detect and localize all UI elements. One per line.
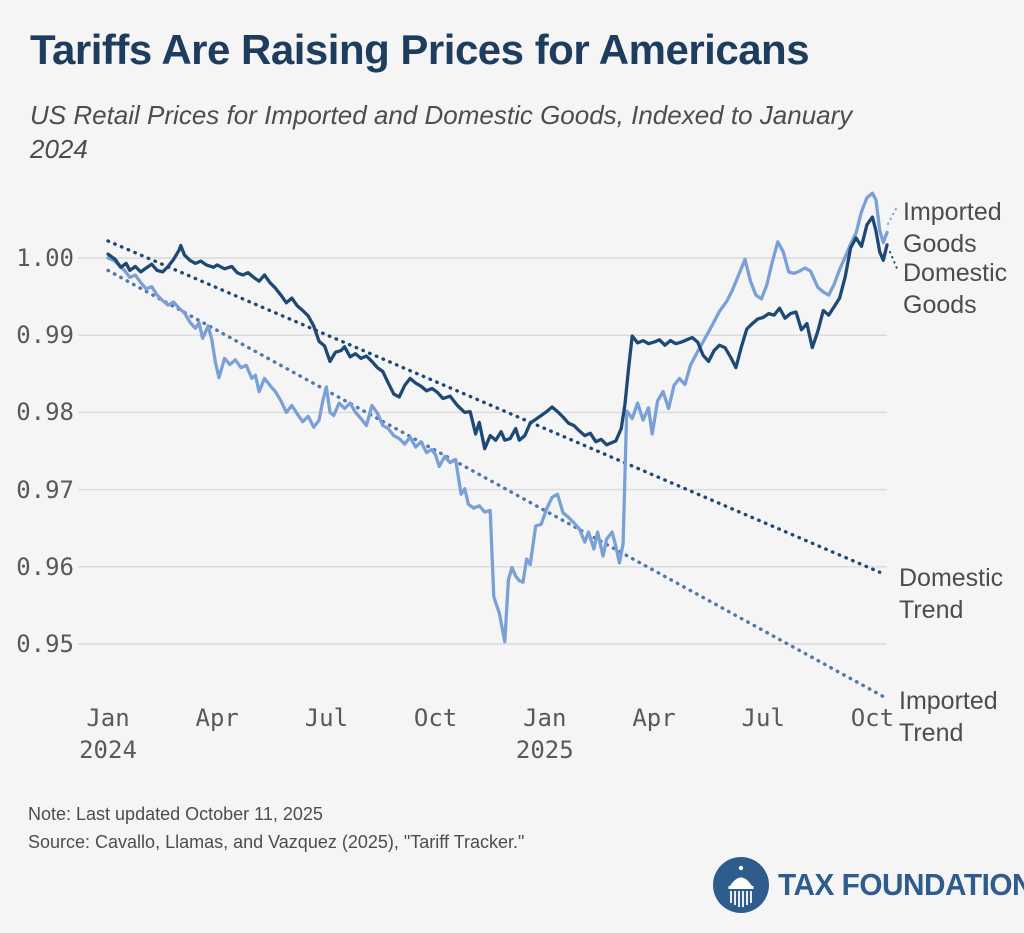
logo-wordmark: TAX FOUNDATION bbox=[778, 867, 1024, 902]
series-domestic-trend bbox=[106, 239, 882, 574]
chart-source: Source: Cavallo, Llamas, and Vazquez (20… bbox=[28, 832, 525, 852]
x-tick-year-label: 2025 bbox=[515, 736, 574, 764]
chart-subtitle: US Retail Prices for Imported and Domest… bbox=[30, 100, 853, 164]
x-tick-label: Jan bbox=[523, 704, 567, 732]
leader-line-imported-goods bbox=[887, 204, 899, 225]
label-domestic-goods: Domestic Goods bbox=[903, 259, 1008, 319]
tax-foundation-logo: TAX FOUNDATION bbox=[712, 856, 1024, 914]
footnotes: Note: Last updated October 11, 2025 Sour… bbox=[28, 800, 524, 856]
page-title: Tariffs Are Raising Prices for Americans bbox=[30, 26, 810, 73]
leader-line-domestic-goods bbox=[889, 251, 899, 272]
x-tick-label: Jul bbox=[304, 704, 349, 732]
x-tick-label: Oct bbox=[850, 704, 895, 732]
series-imported-goods bbox=[106, 191, 889, 644]
y-tick-label: 0.95 bbox=[16, 630, 74, 658]
x-tick-label: Jul bbox=[741, 704, 785, 732]
capitol-dome-icon bbox=[713, 857, 769, 913]
y-tick-label: 0.99 bbox=[16, 321, 74, 350]
y-tick-label: 0.96 bbox=[16, 552, 74, 581]
chart-note: Note: Last updated October 11, 2025 bbox=[28, 804, 323, 824]
x-tick-label: Oct bbox=[413, 704, 458, 732]
x-tick-label: Jan bbox=[86, 704, 130, 732]
x-tick-label: Apr bbox=[195, 704, 239, 732]
series-imported-trend bbox=[106, 268, 885, 699]
y-tick-label: 1.00 bbox=[16, 244, 74, 272]
x-tick-label: Apr bbox=[632, 704, 676, 732]
label-imported-goods: Imported Goods bbox=[903, 198, 1002, 258]
x-tick-year-label: 2024 bbox=[79, 736, 137, 764]
label-domestic-trend: Domestic Trend bbox=[899, 564, 1004, 624]
series-domestic-goods bbox=[106, 215, 889, 451]
y-tick-label: 0.98 bbox=[16, 398, 74, 427]
y-tick-label: 0.97 bbox=[16, 475, 74, 504]
label-imported-trend: Imported Trend bbox=[899, 687, 998, 747]
